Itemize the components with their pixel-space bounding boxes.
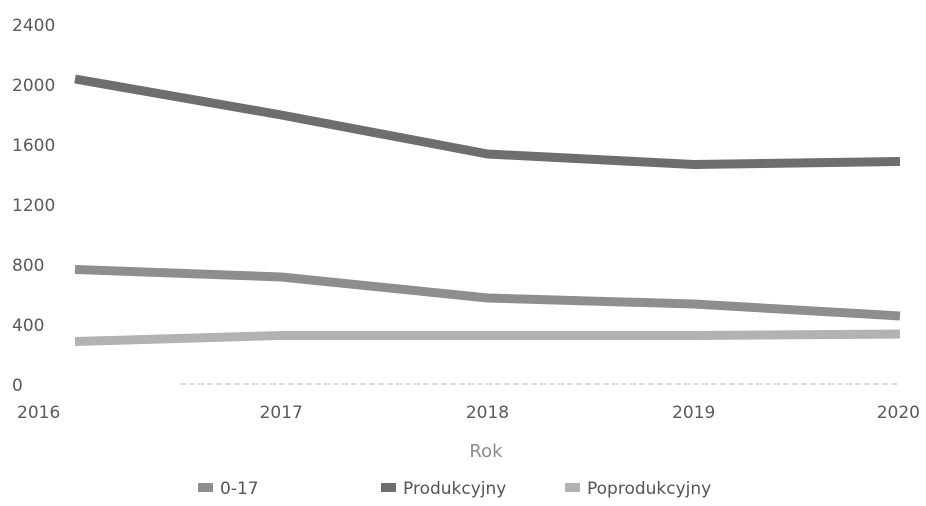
legend-label: Poprodukcyjny bbox=[587, 479, 711, 499]
legend-label: 0-17 bbox=[220, 479, 259, 499]
x-axis-title: Rok bbox=[469, 441, 503, 462]
legend-swatch bbox=[198, 483, 213, 492]
y-tick-label: 2400 bbox=[12, 16, 55, 36]
legend-swatch bbox=[565, 483, 580, 492]
y-tick-label: 400 bbox=[12, 316, 44, 336]
x-tick-label: 2018 bbox=[466, 403, 509, 423]
x-axis: 2016 2017 2018 2019 2020 bbox=[17, 383, 920, 423]
y-tick-label: 800 bbox=[12, 256, 44, 276]
x-tick-label: 2019 bbox=[672, 403, 715, 423]
y-axis: 0 400 800 1200 1600 2000 2400 bbox=[12, 16, 55, 396]
y-tick-label: 0 bbox=[12, 376, 23, 396]
x-tick-label: 2020 bbox=[877, 403, 920, 423]
y-tick-label: 1600 bbox=[12, 136, 55, 156]
y-tick-label: 2000 bbox=[12, 76, 55, 96]
series-line-0 bbox=[74, 265, 901, 321]
legend-swatch bbox=[381, 483, 396, 492]
x-tick-label: 2017 bbox=[260, 403, 303, 423]
legend-label: Produkcyjny bbox=[403, 479, 506, 499]
series-line-2 bbox=[74, 329, 901, 346]
series-line-1 bbox=[74, 74, 901, 169]
y-tick-label: 1200 bbox=[12, 196, 55, 216]
x-tick-label: 2016 bbox=[17, 403, 60, 423]
series-lines bbox=[74, 74, 901, 346]
legend: 0-17 Produkcyjny Poprodukcyjny bbox=[198, 479, 711, 499]
